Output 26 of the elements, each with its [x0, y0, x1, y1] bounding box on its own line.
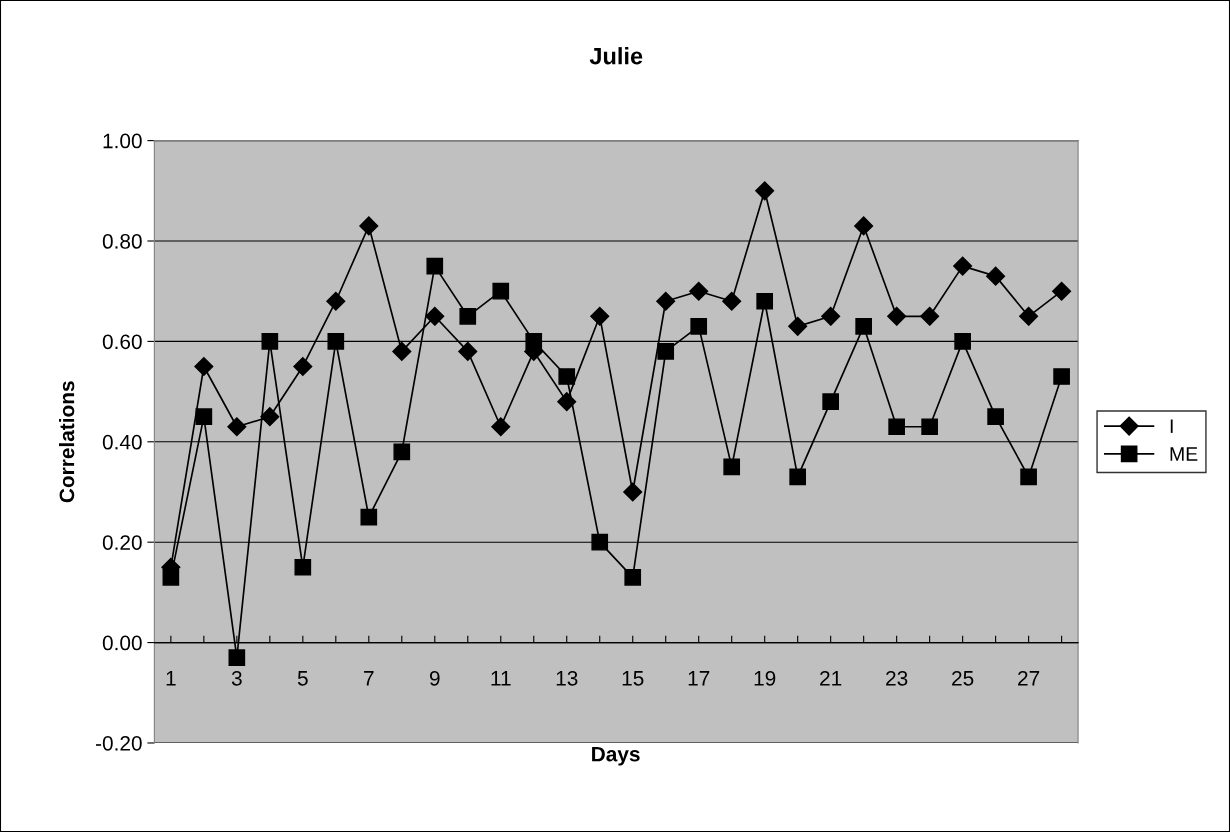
y-tick-label: -0.20 [96, 735, 142, 751]
x-tick-label: 5 [297, 671, 308, 686]
x-tick-label: 9 [429, 670, 440, 686]
x-tick-label: 19 [754, 670, 776, 686]
y-axis-title: Correlations [58, 381, 75, 503]
y-tick-label: 0.20 [102, 535, 142, 550]
legend-label: ME [1170, 447, 1198, 461]
y-tick-label: 0.00 [102, 635, 142, 651]
x-axis-title: Days [592, 746, 640, 766]
x-tick-label: 3 [231, 670, 242, 686]
x-tick-label: 27 [1018, 670, 1040, 686]
x-tick-label: 1 [166, 671, 176, 686]
x-tick-label: 13 [556, 670, 578, 686]
legend-label: I [1170, 419, 1173, 433]
x-tick-label: 11 [491, 671, 511, 686]
x-tick-label: 17 [688, 671, 710, 686]
y-tick-label: 0.60 [102, 334, 142, 350]
y-tick-label: 0.40 [102, 434, 142, 450]
y-tick-label: 0.80 [102, 234, 142, 249]
x-tick-label: 25 [952, 670, 974, 686]
x-tick-label: 23 [886, 670, 908, 686]
x-tick-label: 21 [820, 670, 842, 686]
chart-title: Julie [589, 47, 643, 65]
x-tick-label: 15 [622, 671, 644, 686]
y-tick-label: 1.00 [103, 133, 142, 149]
x-tick-label: 7 [364, 671, 374, 686]
